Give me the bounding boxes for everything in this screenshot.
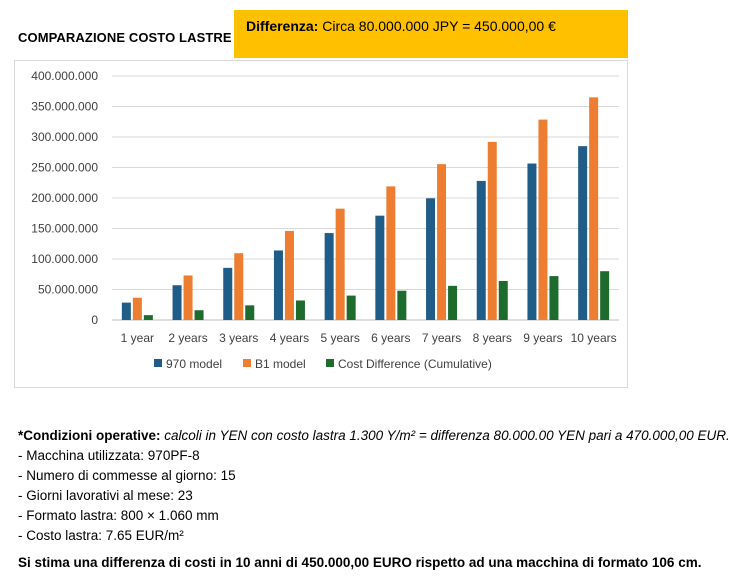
y-tick-label: 400.000.000 <box>31 69 98 83</box>
x-tick-label: 3 years <box>219 331 258 345</box>
bar <box>437 164 447 320</box>
x-tick-label: 7 years <box>422 331 461 345</box>
bar <box>223 267 233 320</box>
x-tick-label: 4 years <box>270 331 309 345</box>
legend-swatch <box>154 359 162 367</box>
legend-label: B1 model <box>255 357 306 371</box>
y-tick-label: 200.000.000 <box>31 191 98 205</box>
bar <box>284 230 294 320</box>
conditions-label: *Condizioni operative: <box>18 428 161 443</box>
page-title: COMPARAZIONE COSTO LASTRE <box>18 30 232 45</box>
bar <box>375 215 385 320</box>
bar <box>448 285 458 320</box>
bar <box>578 146 588 320</box>
note-item: - Numero di commesse al giorno: 15 <box>18 468 236 483</box>
bar <box>132 297 142 320</box>
bar <box>549 276 559 320</box>
y-tick-label: 250.000.000 <box>31 161 98 175</box>
notes-section: *Condizioni operative: calcoli in YEN co… <box>18 426 730 546</box>
bar <box>295 300 305 320</box>
note-item: - Formato lastra: 800 × 1.060 mm <box>18 508 219 523</box>
note-item: - Costo lastra: 7.65 EUR/m² <box>18 528 184 543</box>
bar <box>538 119 548 320</box>
bar <box>498 280 508 320</box>
bar <box>589 97 599 320</box>
x-tick-label: 8 years <box>473 331 512 345</box>
x-tick-label: 9 years <box>523 331 562 345</box>
bar <box>476 180 486 320</box>
bar <box>121 302 131 320</box>
difference-label: Differenza: <box>246 18 319 34</box>
x-tick-label: 1 year <box>121 331 154 345</box>
conditions-line: *Condizioni operative: calcoli in YEN co… <box>18 426 730 446</box>
bar <box>426 198 436 320</box>
bar <box>527 163 537 320</box>
bar <box>143 315 153 320</box>
bar <box>234 253 244 320</box>
legend-label: 970 model <box>166 357 222 371</box>
y-tick-label: 300.000.000 <box>31 130 98 144</box>
difference-value: Circa 80.000.000 JPY = 450.000,00 € <box>318 18 556 34</box>
bar <box>386 186 396 320</box>
bar <box>273 250 283 320</box>
x-tick-label: 10 years <box>571 331 617 345</box>
difference-highlight-box: Differenza: Circa 80.000.000 JPY = 450.0… <box>234 10 628 58</box>
bar <box>346 295 356 320</box>
bar <box>194 310 204 320</box>
x-tick-label: 5 years <box>320 331 359 345</box>
y-tick-label: 100.000.000 <box>31 252 98 266</box>
legend-label: Cost Difference (Cumulative) <box>338 357 492 371</box>
x-tick-label: 2 years <box>168 331 207 345</box>
chart-frame: 0 50.000.000 100.000.000 150.000.000 200.000… <box>14 60 628 388</box>
legend-swatch <box>243 359 251 367</box>
y-tick-label: 350.000.000 <box>31 100 98 114</box>
bar <box>245 305 255 320</box>
conditions-text: calcoli in YEN con costo lastra 1.300 Y/… <box>160 428 730 443</box>
bar <box>172 285 182 320</box>
bar <box>335 208 345 320</box>
bar <box>397 290 407 320</box>
note-item: - Giorni lavorativi al mese: 23 <box>18 488 193 503</box>
footer-summary: Si stima una differenza di costi in 10 a… <box>18 555 702 570</box>
x-tick-label: 6 years <box>371 331 410 345</box>
note-item: - Macchina utilizzata: 970PF-8 <box>18 448 200 463</box>
bar <box>600 271 610 320</box>
y-tick-label: 150.000.000 <box>31 222 98 236</box>
legend-swatch <box>326 359 334 367</box>
bar <box>324 233 334 320</box>
bar <box>487 141 497 320</box>
bar <box>183 275 193 320</box>
bar-chart: 0 50.000.000 100.000.000 150.000.000 200.000… <box>31 69 619 371</box>
y-tick-label: 0 <box>91 313 98 327</box>
y-tick-label: 50.000.000 <box>38 283 98 297</box>
